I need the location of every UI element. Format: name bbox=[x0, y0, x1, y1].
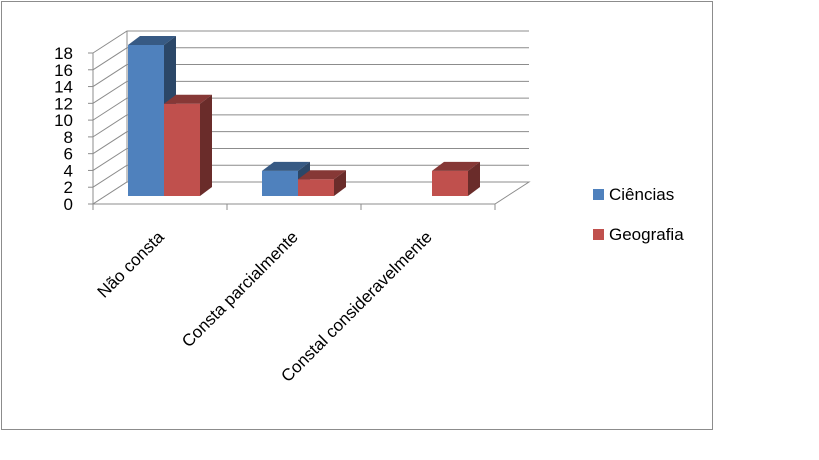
chart-bars bbox=[128, 36, 480, 196]
y-tick-label: 4 bbox=[64, 161, 73, 180]
x-category-label: Consta parcialmente bbox=[178, 227, 302, 351]
bar-front bbox=[164, 103, 200, 196]
y-tick-label: 2 bbox=[64, 178, 73, 197]
y-tick-label: 12 bbox=[54, 94, 73, 113]
bar-side bbox=[468, 161, 480, 196]
legend-swatch bbox=[593, 189, 604, 200]
bar-front bbox=[128, 45, 164, 196]
y-tick-label: 0 bbox=[64, 195, 73, 214]
bar-geografia-1 bbox=[164, 94, 212, 196]
legend-swatch bbox=[593, 229, 604, 240]
x-category-label: Não consta bbox=[94, 227, 169, 302]
bar-top bbox=[298, 170, 346, 180]
x-category-label: Constal consideravelmente bbox=[277, 227, 435, 385]
bar-ciências-1 bbox=[128, 36, 176, 196]
bar-top bbox=[128, 36, 176, 45]
bar-geografia-2 bbox=[298, 170, 346, 196]
y-tick-label: 10 bbox=[54, 111, 73, 130]
chart-legend: Ciências Geografia bbox=[593, 185, 684, 244]
y-tick-label: 8 bbox=[64, 128, 73, 147]
legend-label: Geografia bbox=[609, 225, 684, 244]
legend-label: Ciências bbox=[609, 185, 674, 204]
bar-front bbox=[298, 179, 334, 196]
bar-geografia-3 bbox=[432, 161, 480, 196]
bar-front bbox=[262, 170, 298, 196]
bar-side bbox=[334, 170, 346, 196]
y-tick-label: 16 bbox=[54, 61, 73, 80]
y-tick-label: 14 bbox=[54, 78, 73, 97]
bar-front bbox=[432, 170, 468, 196]
bar-top bbox=[262, 161, 310, 171]
y-tick-label: 18 bbox=[54, 44, 73, 63]
y-tick-label: 6 bbox=[64, 145, 73, 164]
bar-side bbox=[200, 94, 212, 196]
bar-top bbox=[164, 94, 212, 104]
bar-top bbox=[432, 161, 480, 171]
